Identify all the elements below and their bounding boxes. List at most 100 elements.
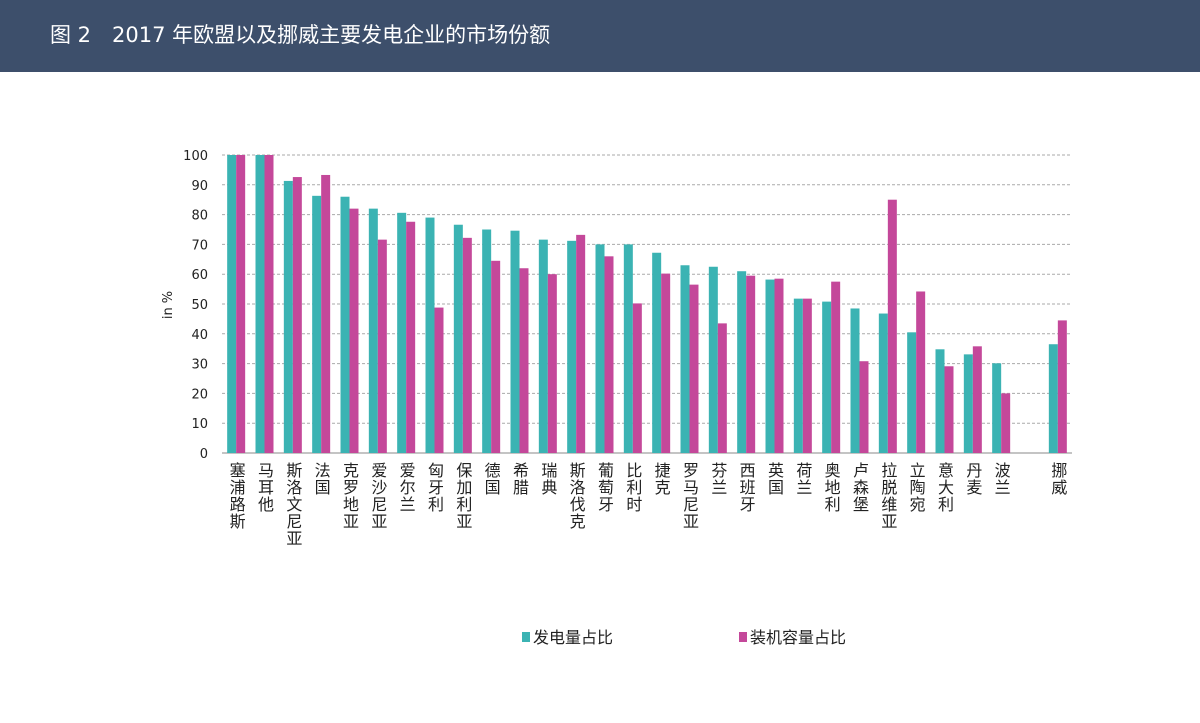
bar [992, 363, 1002, 453]
x-tick-label: 挪威 [1048, 462, 1067, 496]
x-tick-label: 英国 [765, 462, 784, 496]
x-tick-label: 罗马尼亚 [680, 462, 699, 530]
x-tick-label: 克罗地亚 [340, 462, 359, 530]
y-tick-label: 100 [183, 149, 208, 164]
bar [321, 174, 331, 453]
bar [680, 265, 690, 453]
x-tick-label: 葡萄牙 [595, 462, 614, 513]
bar [765, 279, 775, 453]
bar [822, 301, 832, 453]
bar [831, 281, 841, 453]
bar [708, 266, 718, 453]
bar [774, 278, 784, 453]
x-tick-label: 匈牙利 [425, 462, 444, 513]
legend-label: 装机容量占比 [750, 628, 846, 647]
legend-swatch [739, 632, 747, 642]
bar [453, 224, 463, 453]
x-tick-label: 希腊 [510, 462, 529, 496]
x-tick-label: 塞浦路斯 [227, 462, 246, 530]
chart-title: 图 2 2017 年欧盟以及挪威主要发电企业的市场份额 [50, 23, 550, 47]
bar [746, 275, 756, 453]
bar [567, 240, 577, 453]
bar [907, 332, 917, 453]
x-tick-label: 捷克 [652, 462, 671, 496]
bar [482, 229, 492, 453]
y-tick-label: 30 [191, 358, 208, 373]
bar [737, 271, 747, 453]
bar [944, 366, 954, 453]
bar [368, 208, 378, 453]
bar [538, 239, 548, 453]
x-tick-label: 保加利亚 [453, 462, 472, 530]
legend-swatch [522, 632, 530, 642]
bar [604, 256, 614, 453]
y-tick-label: 0 [200, 447, 208, 462]
x-tick-label: 德国 [482, 462, 501, 496]
y-tick-label: 10 [191, 417, 208, 432]
bar [689, 284, 699, 453]
x-tick-label: 爱沙尼亚 [368, 462, 387, 530]
bar [1048, 344, 1058, 453]
x-tick-label: 比利时 [623, 462, 642, 513]
bar [652, 252, 662, 453]
bar [717, 323, 727, 453]
bar [510, 230, 520, 453]
bar [661, 273, 671, 453]
bar [878, 313, 888, 453]
bar [377, 239, 387, 453]
x-tick-label: 马耳他 [255, 462, 274, 513]
x-tick-label: 意大利 [935, 461, 954, 513]
bar [462, 237, 472, 453]
x-tick-label: 卢森堡 [850, 462, 869, 513]
legend-label: 发电量占比 [533, 628, 613, 647]
x-tick-label: 瑞典 [538, 462, 557, 496]
x-tick-label: 西班牙 [737, 462, 756, 513]
y-tick-label: 50 [191, 298, 208, 313]
y-tick-label: 80 [191, 209, 208, 224]
header-bar [0, 0, 1200, 72]
y-tick-label: 90 [191, 179, 208, 194]
bar [1057, 320, 1067, 453]
bar [264, 155, 274, 453]
bar [406, 221, 416, 453]
x-tick-label: 法国 [312, 462, 331, 496]
bar [340, 196, 350, 453]
x-tick-label: 立陶宛 [907, 462, 926, 513]
x-tick-label: 芬兰 [708, 462, 727, 496]
bar [802, 298, 812, 453]
bar [434, 307, 444, 453]
bar [312, 195, 322, 454]
y-tick-label: 60 [191, 268, 208, 283]
y-axis-label: in % [161, 291, 176, 319]
bar [972, 346, 982, 453]
x-tick-label: 奥地利 [822, 462, 841, 513]
bar [547, 274, 557, 453]
y-tick-label: 40 [191, 328, 208, 343]
bar [349, 208, 359, 453]
bar [397, 212, 407, 453]
bar [491, 260, 501, 453]
x-tick-label: 斯洛文尼亚 [283, 462, 302, 547]
bar [595, 244, 605, 453]
bar [850, 308, 860, 453]
x-tick-label: 荷兰 [793, 462, 812, 496]
bar [963, 354, 973, 453]
x-tick-label: 丹麦 [963, 462, 982, 496]
bar [576, 234, 586, 453]
bar [283, 180, 293, 453]
x-tick-label: 拉脱维亚 [878, 462, 897, 530]
x-tick-label: 斯洛伐克 [567, 462, 586, 530]
bar [632, 303, 642, 453]
y-tick-label: 70 [191, 238, 208, 253]
y-tick-label: 20 [191, 387, 208, 402]
bar [623, 244, 633, 453]
bar [236, 155, 246, 453]
bar [227, 155, 237, 453]
x-tick-label: 波兰 [992, 462, 1011, 496]
bar [935, 349, 945, 453]
x-tick-label: 爱尔兰 [397, 462, 416, 513]
bar [916, 291, 926, 453]
bar [255, 155, 265, 453]
